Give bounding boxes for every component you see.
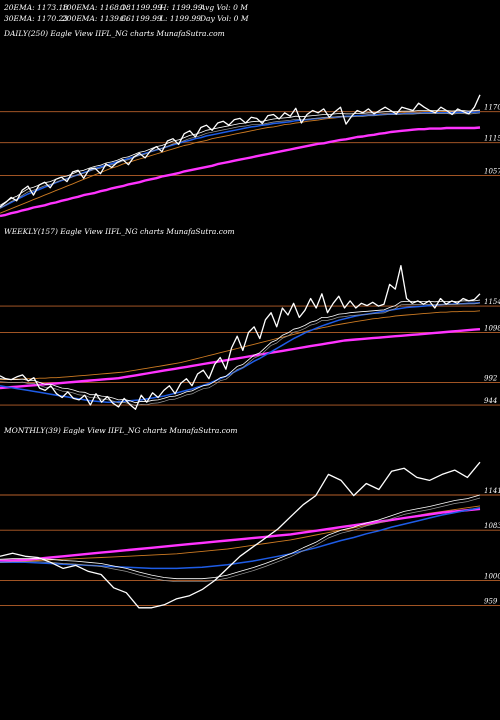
weekly-chart-title: WEEKLY(157) Eagle View IIFL_NG charts Mu…: [4, 227, 235, 236]
daily-level-label-0: 1170: [484, 104, 500, 112]
weekly-ema-mid-line: [0, 302, 481, 403]
monthly-ema-long-line: [0, 507, 481, 563]
weekly-ema-short-shadow-line: [0, 302, 481, 407]
daily-ema-long-line: [0, 126, 481, 218]
weekly-ema-short-line: [0, 299, 481, 404]
monthly-ema-mid-line: [0, 506, 481, 570]
weekly-level-label-3: 944: [484, 397, 497, 405]
ema100-value: 100EMA: 1168.18: [62, 3, 131, 12]
high-value: H: 1199.99: [160, 3, 203, 12]
daily-chart-title: DAILY(250) Eagle View IIFL_NG charts Mun…: [4, 29, 225, 38]
monthly-price-line: [0, 461, 481, 609]
close-value: C: 1199.99: [120, 14, 162, 23]
weekly-price-chart: 1154 1098 992 944: [0, 264, 500, 410]
open-value: O: 1199.99: [120, 3, 163, 12]
daily-price-line: [0, 94, 481, 208]
monthly-level-label-1: 1083: [484, 522, 500, 530]
daily-ema-short-line: [0, 109, 481, 206]
ema20-value: 20EMA: 1173.18: [4, 3, 69, 12]
monthly-chart-title: MONTHLY(39) Eagle View IIFL_NG charts Mu…: [4, 426, 238, 435]
weekly-ema-far-line: [0, 310, 481, 381]
indicator-header-row-2: 30EMA: 1170.23200EMA: 1139.66C: 1199.99L…: [4, 14, 249, 23]
monthly-ema-short-line: [0, 494, 481, 580]
ema30-value: 30EMA: 1170.23: [4, 14, 69, 23]
monthly-ema-far-line: [0, 505, 481, 563]
monthly-ema-short-shadow-line: [0, 497, 481, 583]
low-value: L: 1199.99: [160, 14, 201, 23]
monthly-level-label-3: 959: [484, 597, 498, 605]
monthly-level-label-2: 1000: [484, 573, 500, 581]
daily-level-label-2: 1057: [484, 167, 500, 175]
daily-level-label-1: 1115: [484, 135, 500, 143]
weekly-level-label-1: 1098: [484, 324, 500, 332]
indicator-header-row-1: 20EMA: 1173.18100EMA: 1168.18O: 1199.99H…: [4, 3, 248, 12]
ema200-value: 200EMA: 1139.66: [62, 14, 131, 23]
weekly-level-label-2: 992: [484, 374, 498, 382]
weekly-level-label-0: 1154: [484, 298, 500, 306]
day-vol-value: Day Vol: 0 M: [200, 14, 249, 23]
avg-vol-value: Avg Vol: 0 M: [200, 3, 248, 12]
weekly-ema-long-line: [0, 328, 481, 390]
daily-ema-far-line: [0, 110, 481, 214]
weekly-price-line: [0, 264, 481, 410]
daily-price-chart: 1170 1115 1057: [0, 94, 500, 218]
